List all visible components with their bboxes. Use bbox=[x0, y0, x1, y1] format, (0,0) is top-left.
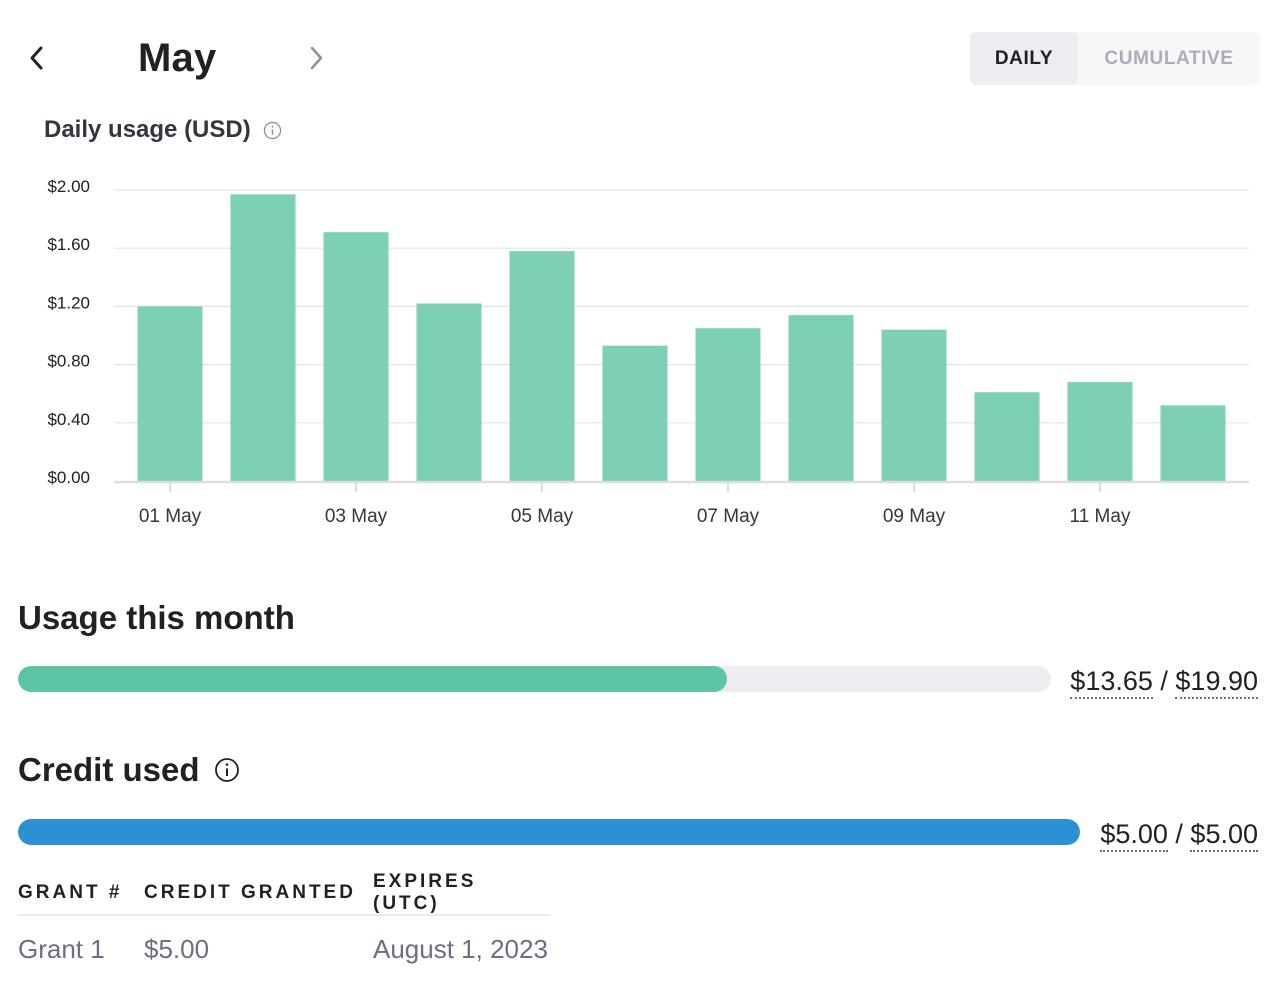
grant-name: Grant 1 bbox=[18, 933, 105, 964]
x-tick-label: 11 May bbox=[1070, 506, 1131, 527]
y-tick-label: $2.00 bbox=[47, 177, 90, 196]
credit-progress-bar bbox=[18, 819, 1080, 845]
chart-title: Daily usage (USD) bbox=[44, 114, 282, 146]
daily-toggle-button[interactable]: DAILY bbox=[970, 32, 1078, 85]
y-tick-label: $0.00 bbox=[47, 468, 90, 487]
usage-progress-bar bbox=[18, 666, 1051, 692]
x-tick-label: 07 May bbox=[697, 506, 760, 527]
view-toggle: DAILY CUMULATIVE bbox=[970, 32, 1260, 85]
usage-title: Usage this month bbox=[18, 599, 295, 636]
grant-expires: August 1, 2023 bbox=[373, 933, 548, 964]
credit-title-text: Credit used bbox=[18, 751, 200, 788]
page-header: May DAILY CUMULATIVE bbox=[0, 0, 1280, 110]
credit-separator: / bbox=[1167, 819, 1191, 849]
usage-limit-value[interactable]: $19.90 bbox=[1175, 666, 1258, 699]
daily-usage-chart: $0.00 $0.40 $0.80 $1.20 $1.60 $2.00 01 May 03 M… bbox=[47, 177, 1249, 527]
y-tick-label: $0.80 bbox=[47, 352, 90, 371]
chart-bar[interactable] bbox=[1067, 382, 1133, 481]
chevron-left-icon bbox=[30, 46, 43, 70]
usage-separator: / bbox=[1152, 666, 1176, 696]
chevron-right-icon bbox=[310, 46, 323, 70]
chart-bar[interactable] bbox=[881, 329, 947, 481]
x-tick-label: 05 May bbox=[511, 506, 574, 527]
chart-bar[interactable] bbox=[509, 251, 575, 481]
usage-used-value[interactable]: $13.65 bbox=[1070, 666, 1153, 699]
usage-amount: $13.65 / $19.90 bbox=[1070, 664, 1258, 699]
credit-title: Credit used bbox=[18, 750, 240, 790]
info-icon[interactable] bbox=[214, 757, 240, 783]
chart-bar[interactable] bbox=[416, 303, 482, 481]
chart-bar[interactable] bbox=[137, 306, 203, 481]
credit-limit-value[interactable]: $5.00 bbox=[1190, 819, 1258, 852]
credit-used-value[interactable]: $5.00 bbox=[1100, 819, 1168, 852]
grant-credit: $5.00 bbox=[144, 933, 210, 964]
header-grant-number: GRANT # bbox=[18, 882, 123, 903]
y-tick-label: $0.40 bbox=[47, 410, 90, 429]
header-expires: EXPIRES (UTC) bbox=[373, 871, 477, 914]
table-row: Grant 1 $5.00 August 1, 2023 bbox=[18, 916, 550, 982]
info-icon[interactable] bbox=[263, 121, 282, 140]
chart-bar[interactable] bbox=[1160, 405, 1226, 481]
x-tick-label: 01 May bbox=[139, 506, 202, 527]
previous-month-button[interactable] bbox=[17, 38, 57, 78]
chart-bar[interactable] bbox=[788, 315, 854, 481]
y-tick-label: $1.20 bbox=[47, 293, 90, 312]
chart-bar[interactable] bbox=[695, 328, 761, 481]
x-tick-label: 09 May bbox=[883, 506, 946, 527]
credit-progress-fill bbox=[18, 819, 1080, 845]
grants-table-header: GRANT # CREDIT GRANTED EXPIRES (UTC) bbox=[18, 871, 550, 916]
chart-bar[interactable] bbox=[602, 345, 668, 481]
cumulative-toggle-button[interactable]: CUMULATIVE bbox=[1104, 47, 1234, 69]
next-month-button[interactable] bbox=[296, 38, 336, 78]
month-title: May bbox=[138, 36, 217, 80]
header-credit-granted: CREDIT GRANTED bbox=[144, 882, 356, 903]
grants-table: GRANT # CREDIT GRANTED EXPIRES (UTC) Gra… bbox=[18, 871, 550, 982]
credit-amount: $5.00 / $5.00 bbox=[1100, 817, 1258, 852]
y-tick-label: $1.60 bbox=[47, 235, 90, 254]
chart-title-text: Daily usage (USD) bbox=[44, 116, 251, 143]
usage-progress-fill bbox=[18, 666, 727, 692]
chart-bar[interactable] bbox=[974, 392, 1040, 481]
chart-bar[interactable] bbox=[230, 194, 296, 482]
chart-bar[interactable] bbox=[323, 232, 389, 481]
x-tick-label: 03 May bbox=[325, 506, 388, 527]
